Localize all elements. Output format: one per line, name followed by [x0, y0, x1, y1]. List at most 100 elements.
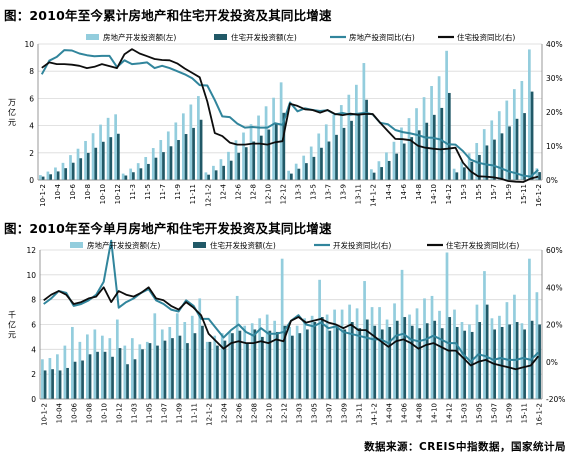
bar-realestate: [407, 118, 411, 180]
x-tick-label: 13-3: [295, 184, 303, 200]
y-axis-label: 千: [8, 310, 16, 320]
bar-residential: [276, 331, 279, 399]
x-tick-label: 13-9: [340, 184, 348, 200]
bar-realestate: [452, 168, 456, 180]
bar-realestate: [219, 159, 223, 180]
x-tick-label: 15-9: [505, 184, 513, 200]
bar-realestate: [197, 96, 200, 180]
bar-realestate: [136, 163, 140, 180]
bar-realestate: [181, 113, 185, 180]
bar-realestate: [257, 115, 260, 180]
x-tick-label: 15-5: [475, 184, 483, 200]
bar-realestate: [242, 132, 245, 180]
bar-residential: [178, 335, 182, 399]
bar-realestate: [99, 124, 102, 180]
x-tick-label: 10-12: [116, 403, 124, 423]
y2-tick-label: 20%: [546, 108, 563, 117]
bar-residential: [199, 119, 203, 180]
bar-residential: [111, 356, 114, 399]
bar-realestate: [339, 105, 343, 180]
bar-realestate: [505, 302, 509, 399]
bar-residential: [124, 175, 128, 180]
y2-tick-label: 0%: [546, 176, 558, 185]
chart2-plot: 0 2 4 6 8 10 12 -20% 0% 20% 40% 60% 千亿元 10-1-2 10-04 10…: [8, 239, 565, 426]
bar-realestate: [287, 170, 290, 180]
bar-residential: [94, 147, 98, 180]
bar-residential: [485, 304, 489, 399]
x-tick-label: 14-12: [445, 403, 453, 423]
x-tick-label: 11-11: [189, 184, 197, 204]
bar-realestate: [39, 175, 42, 180]
bar-residential: [312, 156, 316, 180]
bar-realestate: [235, 295, 239, 399]
x-tick-label: 14-1-2: [370, 184, 378, 207]
bar-realestate: [430, 295, 434, 399]
bar-realestate: [423, 298, 426, 399]
bar-realestate: [460, 161, 464, 180]
bar-realestate: [288, 326, 291, 399]
bar-realestate: [415, 308, 419, 399]
x-tick-label: 10-10: [101, 403, 109, 423]
x-tick-label: 13-07: [325, 403, 333, 423]
bar-residential: [365, 99, 368, 180]
bar-realestate: [513, 294, 516, 399]
bar-residential: [207, 174, 210, 180]
y-axis-label: 亿: [8, 107, 16, 117]
bar-residential: [463, 330, 467, 399]
bar-residential: [156, 345, 159, 399]
bar-realestate: [190, 315, 194, 399]
bar-realestate: [84, 140, 87, 180]
bar-realestate: [370, 169, 373, 180]
bar-residential: [133, 359, 137, 399]
bar-realestate: [528, 49, 531, 180]
bar-residential: [523, 113, 526, 180]
y-tick-label: 2: [29, 149, 34, 158]
bar-realestate: [265, 314, 269, 399]
bar-residential: [373, 325, 377, 399]
bar-residential: [41, 176, 45, 180]
bar-realestate: [392, 141, 396, 180]
y-tick-label: 6: [29, 94, 34, 103]
bar-residential: [395, 320, 399, 399]
x-tick-label: 16-1-2: [535, 403, 543, 426]
bar-residential: [380, 329, 384, 399]
x-tick-label: 13-05: [310, 403, 318, 423]
bar-residential: [141, 349, 144, 399]
bar-realestate: [309, 146, 313, 180]
bar-residential: [448, 317, 452, 399]
bar-residential: [274, 123, 278, 180]
bar-residential: [169, 146, 173, 180]
x-tick-label: 13-5: [310, 184, 318, 200]
bar-residential: [139, 168, 143, 180]
bar-realestate: [354, 84, 358, 180]
x-tick-label: 10-1-2: [39, 184, 47, 207]
bar-realestate: [69, 155, 72, 180]
bar-residential: [192, 127, 195, 180]
bar-realestate: [91, 133, 95, 180]
bar-residential: [268, 330, 272, 399]
bar-realestate: [317, 133, 321, 180]
bar-realestate: [408, 314, 411, 399]
bar-realestate: [279, 82, 283, 180]
x-tick-label: 15-09: [505, 403, 513, 423]
bar-realestate: [325, 314, 329, 399]
bar-residential: [508, 126, 511, 180]
bar-realestate: [377, 161, 381, 180]
x-tick-label: 13-11: [355, 184, 363, 204]
bar-realestate: [130, 338, 134, 399]
bar-residential: [305, 163, 308, 180]
bar-realestate: [528, 258, 531, 399]
bar-realestate: [100, 335, 104, 399]
bar-realestate: [520, 80, 524, 180]
bar-residential: [372, 172, 376, 180]
y-tick-label: 4: [29, 122, 34, 131]
bar-residential: [478, 154, 481, 180]
x-tick-label: 15-07: [490, 403, 498, 423]
bar-realestate: [249, 124, 253, 180]
bar-residential: [538, 172, 541, 180]
x-tick-label: 15-05: [475, 403, 483, 423]
bar-realestate: [294, 163, 298, 180]
bar-residential: [244, 147, 248, 180]
x-tick-label: 14-10: [430, 184, 438, 204]
bar-realestate: [385, 152, 388, 180]
